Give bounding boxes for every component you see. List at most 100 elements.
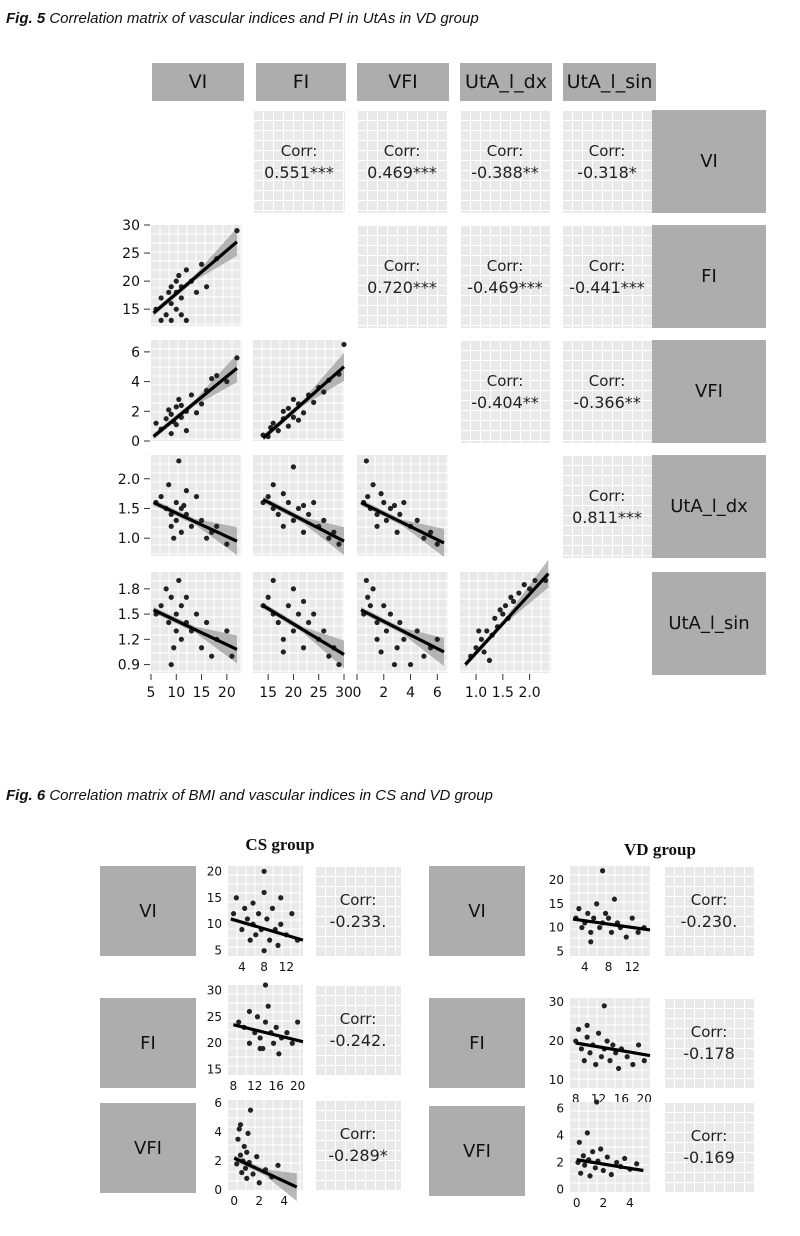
fig6-vd-scatter-VI-point: [576, 906, 582, 912]
fig6-vd-scatter-VFI-point: [578, 1170, 584, 1176]
fig6-cs-scatter-VFI-point: [256, 1180, 262, 1186]
fig6-cs-scatter-VI-point: [275, 942, 281, 949]
fig5-scatter-UtA_l_dx-vs-VFI-point: [397, 511, 403, 518]
fig5-scatter-UtA_l_dx-vs-VFI-point: [374, 523, 380, 529]
fig6-cs-scatter-FI-y-tick-label: 20: [207, 1036, 222, 1050]
fig6-vd-scatter-VI-point: [611, 896, 618, 902]
fig5-col-header-uta-dx: UtA_l_dx: [460, 63, 552, 101]
fig5-scatter-UtA_l_dx-vs-VFI-point: [421, 535, 427, 541]
fig5-scatter-VFI-vs-FI-point: [290, 396, 297, 403]
corr-value: -0.469***: [467, 277, 543, 297]
fig6-vd-label-fi: FI: [429, 998, 525, 1088]
corr-value: 0.811***: [572, 507, 642, 527]
fig6-cs-corr-fi: Corr: -0.242.: [315, 985, 401, 1075]
fig5-x-tick-label-UtA_l_dx: 2.0: [518, 685, 540, 701]
fig5-corr-fi-vfi: Corr: 0.720***: [357, 225, 447, 328]
corr-title: Corr:: [339, 1125, 377, 1143]
fig6-cs-scatter-FI-point: [246, 1040, 253, 1046]
fig5-scatter-VFI-vs-VI-point: [193, 410, 200, 416]
fig5-scatter-VFI-vs-VI-point: [234, 355, 240, 361]
fig5-scatter-UtA_l_sin-vs-UtA_l_dx-point: [521, 582, 527, 588]
fig5-scatter-UtA_l_sin-vs-UtA_l_dx-point: [510, 598, 517, 605]
corr-title: Corr:: [588, 486, 626, 505]
fig5-scatter-UtA_l_dx-vs-VI-point: [166, 482, 172, 488]
fig6-vd-scatter-FI-point: [581, 1058, 587, 1064]
fig5-corr-vi-uta-dx: Corr: -0.388**: [460, 110, 550, 213]
fig5-scatter-UtA_l_dx-vs-VFI-point: [401, 499, 407, 506]
fig6-cs-scatter-FI-point: [276, 1051, 282, 1057]
corr-value: -0.178: [683, 1044, 735, 1063]
fig5-scatter-UtA_l_sin-vs-FI-point: [290, 628, 297, 634]
fig6-cs-scatter-VFI-point: [239, 1169, 245, 1176]
fig6-vd-label-vfi: VFI: [429, 1106, 525, 1196]
fig5-y-tick-label-UtA_l_sin: 1.2: [118, 632, 140, 648]
fig5-scatter-UtA_l_sin-vs-UtA_l_dx-fit-line: [464, 572, 550, 666]
fig6-vd-scatter-FI-point: [635, 1042, 642, 1048]
fig5-col-header-fi: FI: [256, 63, 346, 101]
fig6-cs-scatter-VFI-point: [236, 1126, 242, 1132]
fig6-cs-scatter-VI-point: [242, 905, 248, 911]
fig5-scatter-UtA_l_sin-vs-VI-point: [229, 653, 235, 659]
fig5-scatter-UtA_l_sin-vs-VI-point: [173, 628, 179, 634]
fig5-scatter-UtA_l_dx-vs-FI-point: [326, 535, 332, 541]
fig6-cs-scatter-VI-x-tick-label: 8: [260, 960, 268, 974]
fig6-cs-scatter-VI-point: [255, 911, 262, 917]
fig5-scatter-UtA_l_sin-vs-FI-point: [306, 619, 312, 626]
fig5-scatter-VFI-vs-VI-point: [176, 396, 182, 403]
fig5-scatter-UtA_l_dx-vs-VI-point: [193, 493, 200, 500]
fig6-vd-scatter-FI-point: [607, 1058, 613, 1064]
fig6-vd-scatter-VFI-point: [608, 1171, 614, 1178]
fig5-col-header-uta-sin: UtA_l_sin: [563, 63, 656, 101]
fig5-scatter-UtA_l_sin-vs-FI-point: [280, 649, 286, 655]
fig5-scatter-VFI-vs-VI-point: [153, 420, 159, 426]
fig5-scatter-FI-vs-VI-point: [183, 267, 189, 273]
fig5-scatter-UtA_l_sin-vs-VFI-point: [381, 603, 387, 609]
fig5-scatter-UtA_l_sin-vs-VI-point: [158, 603, 164, 609]
fig5-scatter-UtA_l_sin-vs-VFI-point: [383, 628, 390, 634]
fig5-scatter-UtA_l_sin-vs-VFI-point: [401, 636, 407, 642]
fig6-cs-scatter-FI-point: [254, 1014, 261, 1020]
corr-value: 0.720***: [367, 277, 437, 297]
fig6-vd-scatter-VI-x-tick-label: 8: [605, 960, 613, 974]
fig6-cs-scatter-FI-y-tick-label: 15: [207, 1063, 222, 1077]
fig5-scatter-UtA_l_sin-vs-VFI-fit-line: [360, 608, 445, 654]
fig6-cs-scatter-VI-x-tick-label: 4: [238, 960, 246, 974]
fig5-scatter-UtA_l_sin-vs-VFI-point: [374, 619, 380, 626]
fig6-cs-scatter-FI-point: [262, 1019, 269, 1025]
fig5-scatter-UtA_l_sin-vs-UtA_l_dx-point: [532, 577, 538, 584]
fig5-scatter-UtA_l_dx-vs-FI-fit-line: [262, 498, 345, 543]
fig5-scatter-UtA_l_dx-vs-VFI-point: [434, 541, 440, 547]
fig6-cs-scatter-VI-point: [289, 911, 295, 917]
fig6-cs-scatter-VFI-point: [234, 1161, 240, 1167]
fig6-vd-scatter-FI-point: [601, 1003, 607, 1009]
fig6-vd-scatter-FI-y-tick-label: 10: [549, 1073, 564, 1087]
fig5-scatter-FI-vs-VI-point: [178, 295, 184, 301]
fig5-scatter-UtA_l_sin-vs-UtA_l_dx-point: [478, 636, 485, 642]
fig5-scatter-UtA_l_sin-vs-VFI-point: [367, 603, 373, 609]
fig5-scatter-UtA_l_sin-vs-FI-point: [275, 619, 281, 626]
corr-value: 0.551***: [264, 162, 334, 182]
fig5-scatter-FI-vs-VI-point: [204, 284, 210, 290]
fig5-row-label-uta-sin: UtA_l_sin: [652, 572, 766, 675]
fig5-corr-fi-uta-dx: Corr: -0.469***: [460, 225, 550, 328]
fig6-cs-scatter-VI-y-tick-label: 20: [207, 864, 222, 878]
fig5-scatter-UtA_l_dx-vs-FI-point: [300, 529, 307, 535]
fig6-cs-scatter-FI-y-tick-label: 25: [207, 1010, 222, 1024]
corr-title: Corr:: [588, 141, 626, 160]
fig5-scatter-UtA_l_sin-vs-UtA_l_dx-point: [492, 615, 498, 621]
fig5-scatter-FI-vs-VI-point: [168, 317, 174, 323]
fig6-cs-scatter-VI-point: [247, 937, 253, 943]
fig5-scatter-UtA_l_sin-vs-FI-point: [265, 594, 271, 600]
fig6-cs-scatter-FI-point: [265, 1003, 271, 1009]
fig6-vd-corr-fi: Corr: -0.178: [664, 998, 754, 1088]
fig5-scatter-UtA_l_sin-vs-VFI-point: [374, 636, 380, 642]
fig5-scatter-UtA_l_dx-vs-VI-point: [173, 517, 179, 523]
fig6-vd-scatter-FI-point: [604, 1038, 610, 1044]
fig6-cs-scatter-VFI-y-tick-label: 6: [214, 1096, 222, 1110]
fig5-x-tick-label-VI: 5: [147, 685, 156, 701]
fig6-caption-text: Correlation matrix of BMI and vascular i…: [45, 787, 493, 804]
fig5-scatter-UtA_l_dx-vs-VFI-point: [394, 529, 400, 535]
fig5-scatter-UtA_l_dx-vs-FI-point: [280, 491, 286, 497]
fig6-cs-scatter-FI-point: [273, 1024, 279, 1030]
fig6-vd-scatter-VFI-point: [600, 1167, 606, 1174]
